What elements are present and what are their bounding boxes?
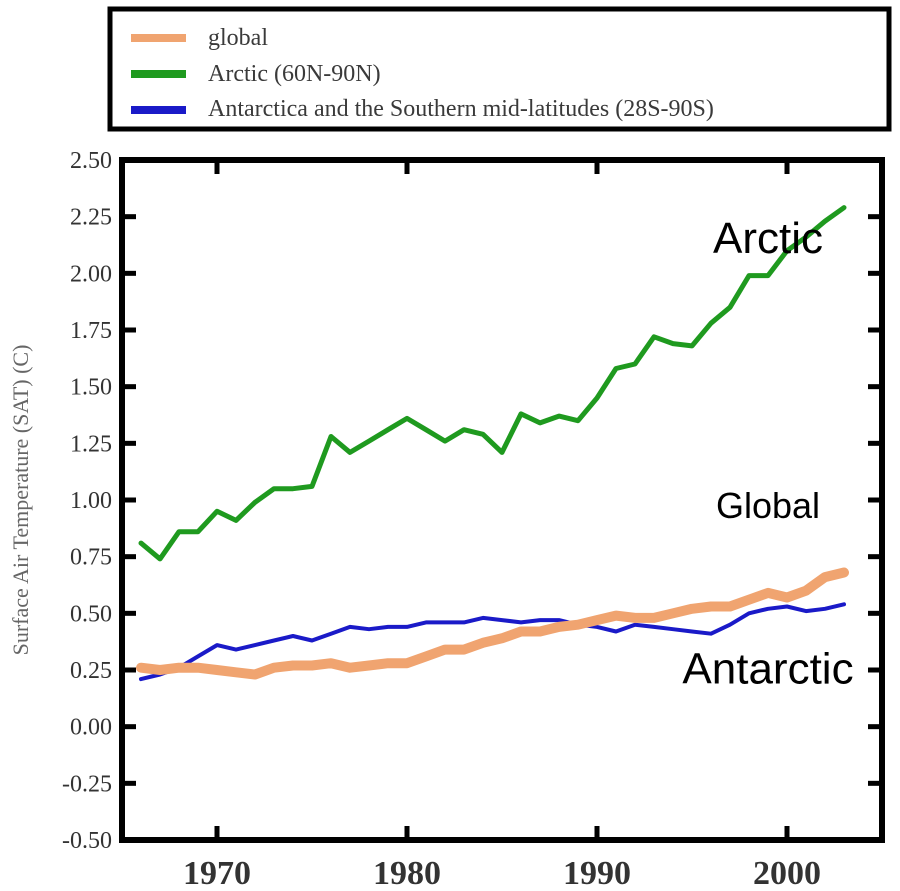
y-tick-label: 1.50 [70,375,112,401]
y-tick-label: -0.25 [62,771,112,797]
y-tick-label: 1.00 [70,488,112,514]
y-tick-label: 2.25 [70,205,112,231]
annotation-antarctic: Antarctic [682,645,853,694]
y-tick-label: 0.00 [70,715,112,741]
series-line-arctic [138,205,847,562]
y-tick-label: 0.50 [70,601,112,627]
y-tick-label: 1.75 [70,318,112,344]
legend-label-arctic: Arctic (60N-90N) [208,61,381,87]
x-tick-label: 2000 [753,855,821,891]
y-tick-label: 2.00 [70,261,112,287]
y-axis-label: Surface Air Temperature (SAT) (C) [8,345,33,656]
y-axis: 2.50 2.25 2.00 1.75 1.50 1.25 1.00 0.75 0.50 0.25… [62,148,882,854]
x-tick-label: 1970 [183,855,251,891]
x-tick-label: 1980 [373,855,441,891]
y-tick-label: 2.50 [70,148,112,174]
legend-label-antarctic: Antarctica and the Southern mid-latitude… [208,96,714,122]
annotations: Arctic Global Antarctic [682,214,853,694]
series-line-antarctic [139,602,846,682]
series-line-global [136,567,849,680]
y-tick-label: -0.50 [62,828,112,854]
x-axis: 1970 1980 1990 2000 [183,160,821,891]
y-tick-label: 0.25 [70,658,112,684]
y-tick-label: 0.75 [70,545,112,571]
x-tick-label: 1990 [563,855,631,891]
y-tick-label: 1.25 [70,431,112,457]
annotation-arctic: Arctic [713,214,823,263]
legend: global Arctic (60N-90N) Antarctica and t… [107,6,892,132]
series-lines [136,205,849,682]
legend-frame [107,6,892,132]
legend-label-global: global [208,25,268,51]
annotation-global: Global [716,485,820,526]
